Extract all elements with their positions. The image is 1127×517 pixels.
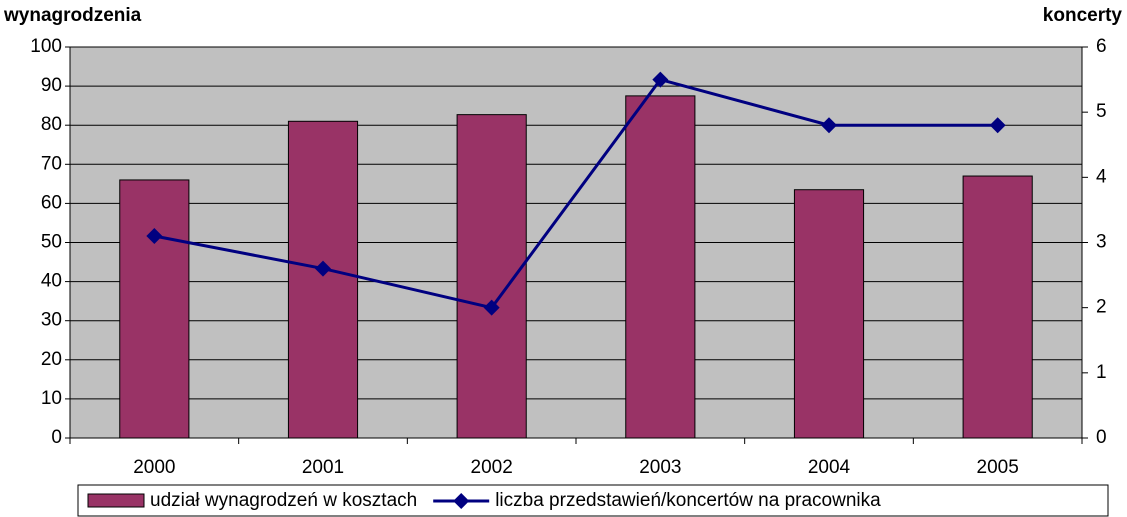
- marker: [483, 299, 500, 316]
- bar: [625, 95, 696, 439]
- marker: [821, 117, 837, 134]
- x-tick-label: 2004: [808, 457, 851, 478]
- y-tick-label: 40: [41, 271, 62, 292]
- legend-marker: [453, 493, 470, 509]
- y2-tick-label: 1: [1096, 362, 1107, 383]
- y-tick-label: 100: [30, 36, 62, 57]
- y-axis-label: wynagrodzenia: [3, 5, 142, 26]
- marker: [989, 117, 1006, 134]
- y2-axis-label: koncerty: [1043, 5, 1123, 26]
- legend-swatch: [87, 493, 145, 508]
- y-tick-label: 30: [41, 310, 62, 331]
- y-tick-label: 50: [41, 232, 62, 253]
- x-tick-label: 2000: [133, 457, 175, 478]
- x-tick-label: 2002: [471, 457, 513, 478]
- legend-label: liczba przedstawień/koncertów na pracown…: [495, 490, 881, 511]
- y2-tick-label: 3: [1096, 232, 1107, 253]
- legend-box: [77, 484, 1109, 517]
- y-tick-label: 90: [41, 75, 62, 96]
- y-tick-label: 10: [41, 388, 62, 409]
- y-tick-label: 20: [41, 349, 62, 370]
- y-tick-label: 70: [41, 153, 62, 174]
- y2-tick-label: 6: [1096, 36, 1107, 57]
- x-tick-label: 2001: [302, 457, 344, 478]
- x-tick-label: 2003: [639, 457, 681, 478]
- legend-label: udział wynagrodzeń w kosztach: [150, 490, 417, 511]
- y2-tick-label: 0: [1096, 427, 1107, 448]
- marker: [146, 227, 163, 244]
- marker: [315, 260, 331, 277]
- y-tick-label: 80: [41, 114, 62, 135]
- y2-tick-label: 5: [1096, 101, 1107, 122]
- bar: [793, 189, 865, 439]
- y-tick-label: 60: [41, 192, 62, 213]
- bar: [962, 175, 1033, 439]
- y2-tick-label: 4: [1096, 166, 1107, 187]
- x-tick-label: 2005: [977, 457, 1019, 478]
- bar: [119, 179, 190, 439]
- y2-tick-label: 2: [1096, 297, 1107, 318]
- line: [154, 77, 998, 310]
- marker: [652, 71, 669, 88]
- y-tick-label: 0: [51, 427, 62, 448]
- bar: [287, 120, 359, 439]
